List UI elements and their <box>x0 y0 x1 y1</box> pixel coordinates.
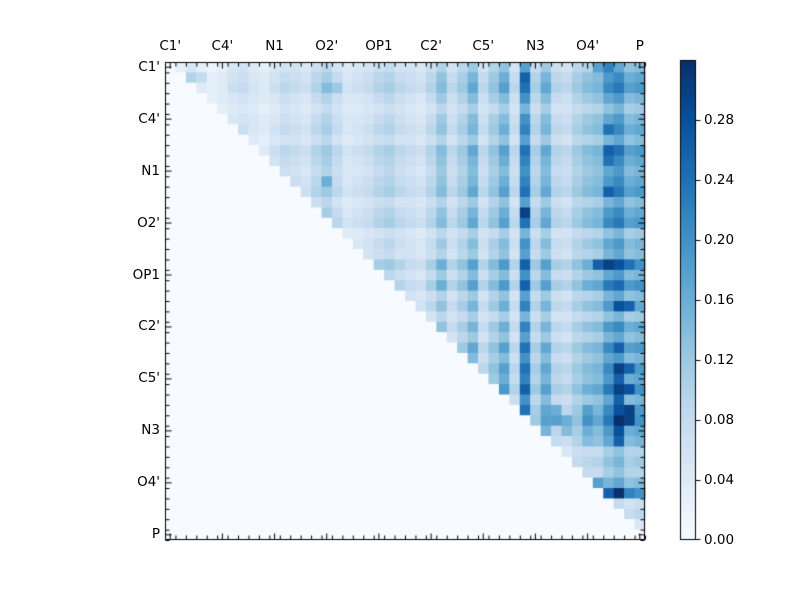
figure: C1' C1' C4' C4' N1 N1 O2' O2' OP1 OP1 C2' C2' C5' C5'… <box>0 0 800 600</box>
heatmap-canvas <box>0 0 800 600</box>
